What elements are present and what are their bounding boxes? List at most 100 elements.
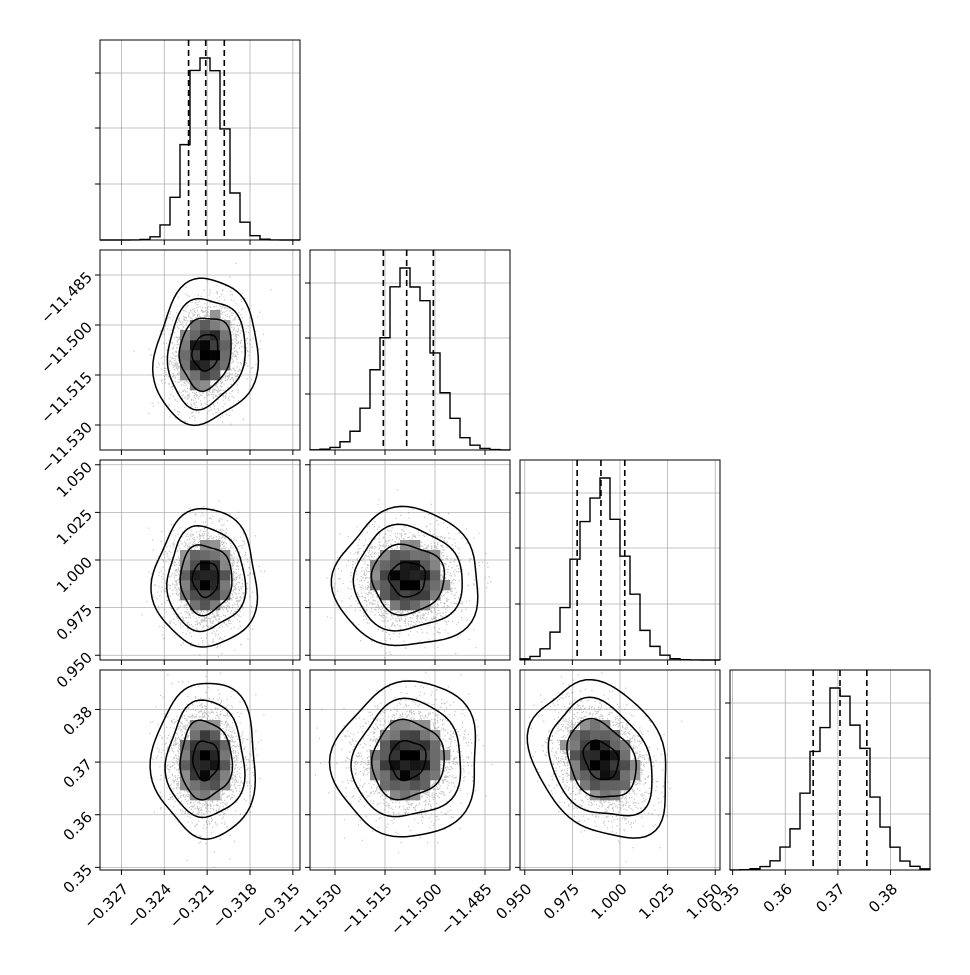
contour-level-4 — [328, 680, 477, 838]
density-cell — [210, 590, 221, 601]
density-cell — [380, 760, 391, 771]
density-cell — [430, 590, 441, 601]
density-cell — [200, 750, 211, 761]
density-cell — [560, 740, 571, 751]
density-cell — [200, 780, 211, 791]
scatter-panel-2-1 — [95, 249, 301, 455]
x-tick-label: 1.000 — [588, 880, 631, 923]
contour-level-2 — [178, 317, 232, 393]
density-cell — [220, 750, 231, 761]
density-cell — [200, 360, 211, 371]
contour-level-3 — [547, 696, 653, 817]
density-cell — [410, 720, 421, 731]
contour-level-3 — [166, 525, 247, 633]
density-cell — [200, 730, 211, 741]
axes-frame — [729, 669, 931, 871]
density-cell — [390, 760, 401, 771]
density-cell — [180, 560, 191, 571]
density-cell — [190, 560, 201, 571]
density-cell — [180, 770, 191, 781]
density-cell — [410, 770, 421, 781]
x-tick-label: 1.025 — [635, 880, 678, 923]
density-cell — [580, 760, 591, 771]
density-cell — [430, 560, 441, 571]
density-cell — [190, 790, 201, 801]
density-cell — [190, 570, 201, 581]
density-cell — [390, 730, 401, 741]
density-cell — [380, 580, 391, 591]
histogram-panel-3 — [515, 459, 721, 665]
contour-level-3 — [350, 697, 462, 818]
density-cell — [580, 740, 591, 751]
density-cell — [190, 780, 201, 791]
density-cell — [200, 350, 211, 361]
density-cell — [180, 370, 191, 381]
density-cell — [200, 600, 211, 611]
y-tick-label: 0.36 — [60, 808, 96, 844]
density-cell — [420, 750, 431, 761]
density-cell — [210, 790, 221, 801]
density-cell — [380, 780, 391, 791]
density-cell — [190, 350, 201, 361]
x-tick-label: −0.318 — [209, 880, 261, 932]
density-cell — [190, 600, 201, 611]
density-cell — [190, 550, 201, 561]
density-cell — [390, 790, 401, 801]
density-cell — [200, 570, 211, 581]
density-cell — [440, 750, 451, 761]
density-cell — [180, 740, 191, 751]
panel-contents — [141, 500, 266, 658]
x-tick-label: −0.321 — [166, 880, 218, 932]
density-cell — [190, 380, 201, 391]
density-cell — [590, 750, 601, 761]
axes-frame — [309, 669, 511, 871]
density-cell — [600, 770, 611, 781]
density-cell — [430, 760, 441, 771]
density-cell — [430, 570, 441, 581]
density-cell — [390, 720, 401, 731]
scatter-panel-4-3 — [515, 669, 721, 875]
density-cell — [200, 320, 211, 331]
contour-level-4 — [151, 277, 260, 427]
density-cell — [570, 750, 581, 761]
y-tick-label: 0.37 — [60, 755, 96, 791]
y-tick-label: 0.38 — [60, 703, 96, 739]
contour-level-3 — [166, 297, 246, 411]
density-cell — [400, 730, 411, 741]
density-cell — [420, 550, 431, 561]
histogram-step — [729, 687, 931, 871]
density-cell — [210, 600, 221, 611]
density-cell — [600, 780, 611, 791]
contour-level-1 — [388, 739, 427, 782]
panel-contents — [149, 672, 265, 868]
density-cell — [200, 790, 211, 801]
density-cell — [600, 760, 611, 771]
y-tick-label: 0.950 — [53, 649, 96, 692]
density-cell — [380, 740, 391, 751]
density-cell — [370, 580, 381, 591]
density-cell — [590, 740, 601, 751]
density-cell — [420, 590, 431, 601]
y-tick-label: −11.485 — [37, 268, 96, 327]
histogram-panel-4 — [725, 669, 931, 875]
scatter-panel-4-1 — [95, 669, 301, 875]
density-cell — [210, 340, 221, 351]
density-cell — [380, 560, 391, 571]
density-cell — [420, 780, 431, 791]
density-cell — [410, 550, 421, 561]
density-cell — [190, 580, 201, 591]
density-cell — [200, 760, 211, 771]
density-cell — [390, 600, 401, 611]
density-cell — [400, 760, 411, 771]
density-cell — [220, 770, 231, 781]
x-tick-label: −0.324 — [123, 880, 175, 932]
density-cell — [410, 560, 421, 571]
density-cell — [580, 730, 591, 741]
density-cell — [430, 740, 441, 751]
density-cell — [190, 750, 201, 761]
density-cell — [190, 320, 201, 331]
density-cell — [220, 340, 231, 351]
density-cell — [190, 730, 201, 741]
density-cell — [190, 720, 201, 731]
histogram-panel-1 — [95, 39, 301, 245]
